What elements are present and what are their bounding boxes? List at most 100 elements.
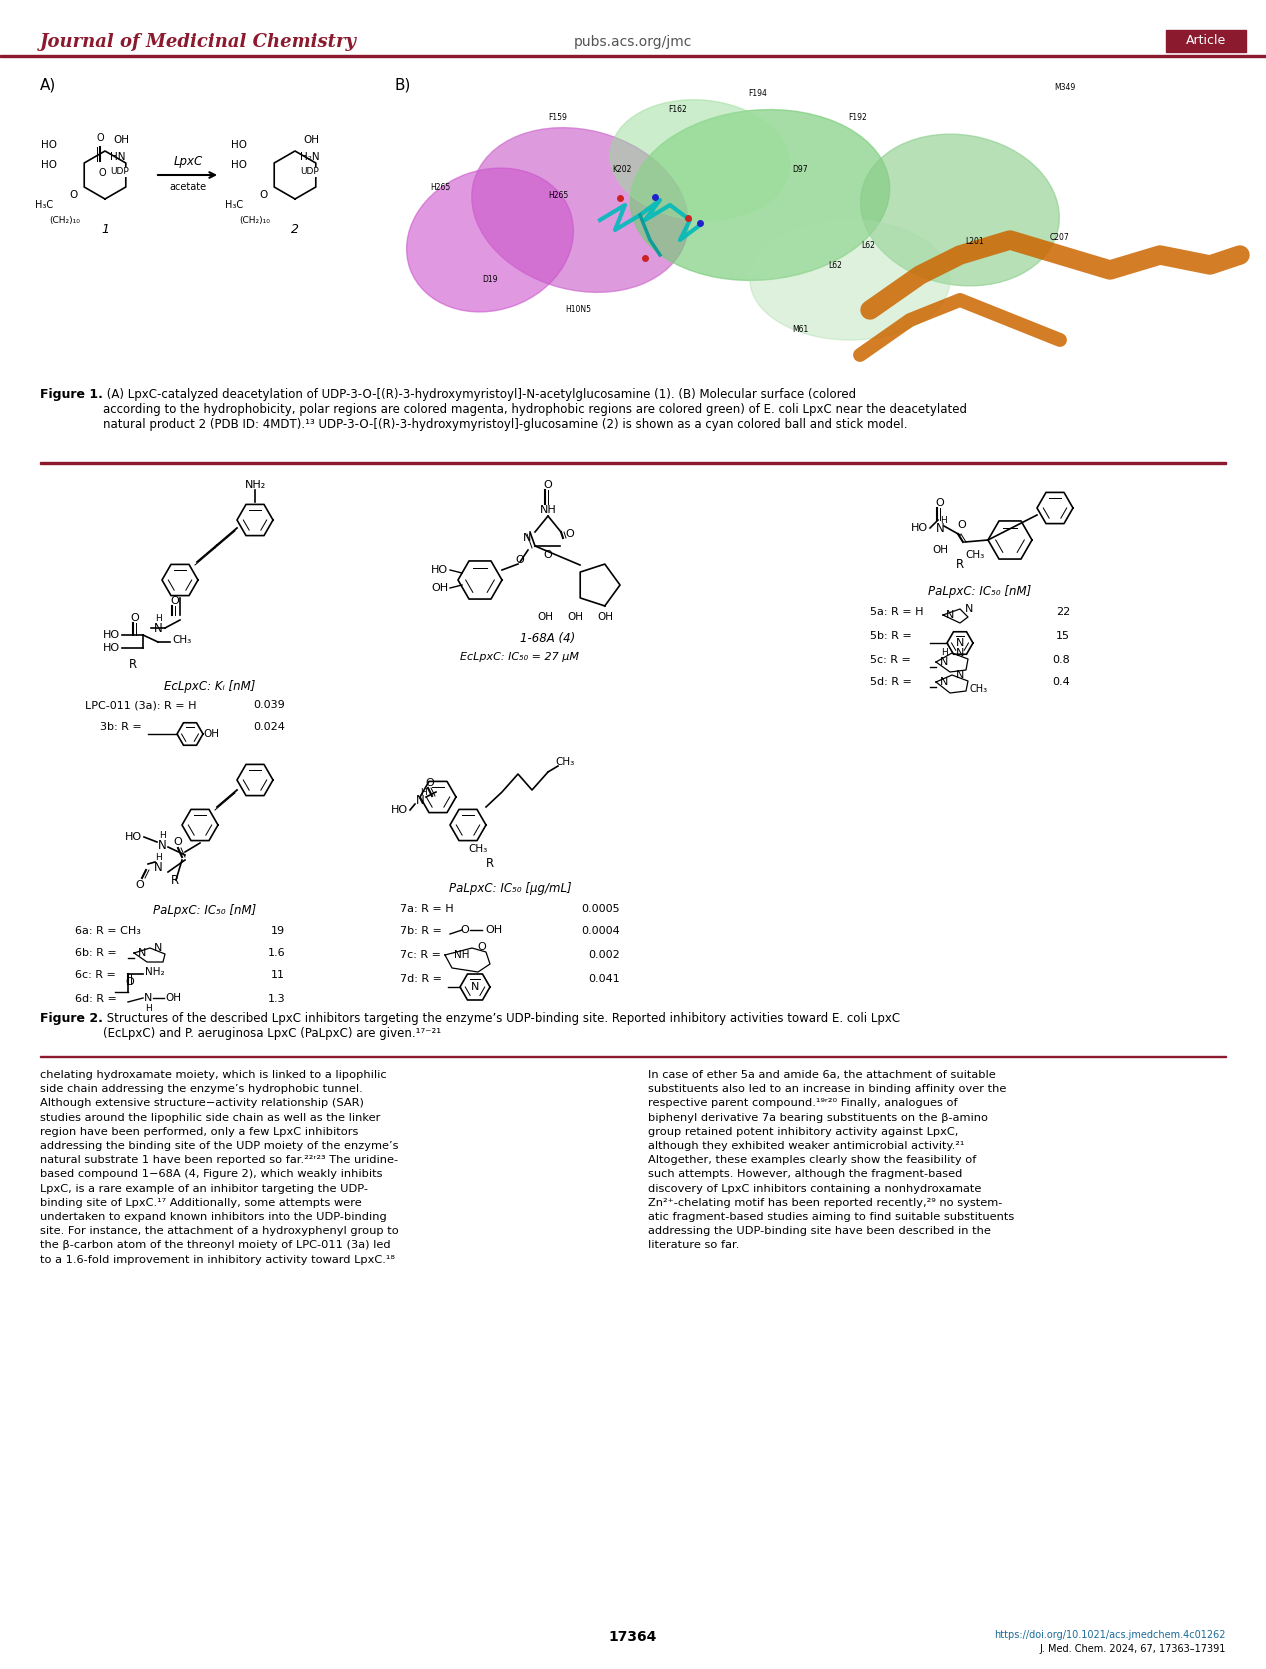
Text: O: O [258, 190, 267, 200]
Text: OH: OH [430, 582, 448, 592]
Text: 0.8: 0.8 [1052, 654, 1070, 664]
Text: 22: 22 [1056, 608, 1070, 618]
Text: discovery of LpxC inhibitors containing a nonhydroxamate: discovery of LpxC inhibitors containing … [648, 1183, 981, 1193]
Text: H: H [420, 788, 427, 796]
Text: binding site of LpxC.¹⁷ Additionally, some attempts were: binding site of LpxC.¹⁷ Additionally, so… [41, 1198, 362, 1208]
Text: side chain addressing the enzyme’s hydrophobic tunnel.: side chain addressing the enzyme’s hydro… [41, 1085, 363, 1095]
Text: acetate: acetate [170, 182, 206, 192]
Text: 1-68A (4): 1-68A (4) [520, 633, 576, 644]
Text: O: O [171, 596, 180, 606]
Text: R: R [956, 557, 965, 571]
Text: LpxC, is a rare example of an inhibitor targeting the UDP-: LpxC, is a rare example of an inhibitor … [41, 1183, 368, 1193]
Text: K202: K202 [613, 165, 632, 175]
Text: F194: F194 [748, 88, 767, 97]
Text: A): A) [41, 78, 56, 93]
Text: Although extensive structure−activity relationship (SAR): Although extensive structure−activity re… [41, 1098, 363, 1108]
Text: 0.039: 0.039 [253, 699, 285, 709]
Text: UDP: UDP [300, 167, 319, 177]
Text: M349: M349 [1055, 83, 1076, 92]
Text: 5d: R =: 5d: R = [870, 678, 915, 688]
Text: N: N [965, 604, 974, 614]
Text: OH: OH [537, 613, 553, 623]
Text: H: H [158, 831, 166, 840]
Bar [1166, 30, 1246, 52]
Text: H₃C: H₃C [225, 200, 243, 210]
Text: OH: OH [598, 613, 613, 623]
Text: 0.041: 0.041 [589, 975, 620, 985]
Text: H: H [154, 853, 161, 861]
Text: respective parent compound.¹⁹ʳ²⁰ Finally, analogues of: respective parent compound.¹⁹ʳ²⁰ Finally… [648, 1098, 957, 1108]
Text: OH: OH [303, 135, 319, 145]
Text: L201: L201 [966, 237, 984, 247]
Text: LPC-011 (3a): R = H: LPC-011 (3a): R = H [85, 699, 196, 709]
Text: N: N [936, 521, 944, 534]
Text: NH: NH [454, 950, 470, 960]
Text: 1.6: 1.6 [267, 948, 285, 958]
Text: Zn²⁺-chelating motif has been reported recently,²⁹ no system-: Zn²⁺-chelating motif has been reported r… [648, 1198, 1003, 1208]
Text: 6c: R =: 6c: R = [75, 970, 119, 980]
Text: O: O [461, 925, 470, 935]
Text: H: H [939, 516, 947, 524]
Text: EcLpxC: IC₅₀ = 27 μM: EcLpxC: IC₅₀ = 27 μM [460, 653, 579, 663]
Text: site. For instance, the attachment of a hydroxyphenyl group to: site. For instance, the attachment of a … [41, 1227, 399, 1237]
Text: Figure 1.: Figure 1. [41, 387, 103, 401]
Text: 0.002: 0.002 [589, 950, 620, 960]
Ellipse shape [406, 169, 573, 312]
Text: OH: OH [113, 135, 129, 145]
Text: OH: OH [485, 925, 503, 935]
Text: 5b: R =: 5b: R = [870, 631, 915, 641]
Text: O: O [173, 836, 182, 846]
Text: based compound 1−68A (4, Figure 2), which weakly inhibits: based compound 1−68A (4, Figure 2), whic… [41, 1170, 382, 1180]
Text: although they exhibited weaker antimicrobial activity.²¹: although they exhibited weaker antimicro… [648, 1142, 965, 1152]
Text: H10N5: H10N5 [565, 305, 591, 314]
Text: H₂N: H₂N [300, 152, 319, 162]
Text: N: N [153, 621, 162, 634]
Text: N: N [939, 658, 948, 668]
Text: OH: OH [165, 993, 181, 1003]
Ellipse shape [861, 134, 1060, 285]
Text: 15: 15 [1056, 631, 1070, 641]
Text: N: N [138, 948, 146, 958]
Text: H: H [941, 648, 947, 658]
Text: OH: OH [932, 546, 948, 556]
Text: O: O [425, 778, 434, 788]
Text: biphenyl derivative 7a bearing substituents on the β-amino: biphenyl derivative 7a bearing substitue… [648, 1113, 987, 1123]
Text: literature so far.: literature so far. [648, 1240, 739, 1250]
Text: F192: F192 [848, 113, 867, 122]
Text: 0.4: 0.4 [1052, 678, 1070, 688]
Text: the β-carbon atom of the threonyl moiety of LPC-011 (3a) led: the β-carbon atom of the threonyl moiety… [41, 1240, 391, 1250]
Text: 1.3: 1.3 [267, 995, 285, 1005]
Text: B): B) [395, 78, 411, 93]
Text: F159: F159 [548, 113, 567, 122]
Text: N: N [471, 981, 480, 991]
Ellipse shape [749, 220, 950, 340]
Text: HO: HO [230, 140, 247, 150]
Text: N: N [523, 532, 532, 542]
Text: HO: HO [391, 804, 408, 814]
Text: O: O [477, 941, 486, 951]
Text: D97: D97 [793, 165, 808, 175]
Text: pubs.acs.org/jmc: pubs.acs.org/jmc [573, 35, 693, 48]
Text: H: H [154, 614, 161, 623]
Text: O: O [543, 481, 552, 491]
Text: R: R [129, 658, 137, 671]
Text: HO: HO [430, 566, 448, 576]
Text: N: N [946, 609, 955, 619]
Text: (CH₂)₁₀: (CH₂)₁₀ [49, 215, 81, 225]
Text: studies around the lipophilic side chain as well as the linker: studies around the lipophilic side chain… [41, 1113, 380, 1123]
Text: 7d: R =: 7d: R = [400, 975, 446, 985]
Text: 1: 1 [101, 224, 109, 235]
Text: D19: D19 [482, 275, 498, 284]
Text: atic fragment-based studies aiming to find suitable substituents: atic fragment-based studies aiming to fi… [648, 1212, 1014, 1222]
Text: addressing the binding site of the UDP moiety of the enzyme’s: addressing the binding site of the UDP m… [41, 1142, 399, 1152]
Text: O: O [543, 551, 552, 561]
Text: CH₃: CH₃ [468, 845, 487, 855]
Text: PaLpxC: IC₅₀ [μg/mL]: PaLpxC: IC₅₀ [μg/mL] [448, 881, 571, 895]
Text: 0.024: 0.024 [253, 723, 285, 733]
Text: 6b: R =: 6b: R = [75, 948, 120, 958]
Text: O: O [96, 134, 104, 144]
Text: R: R [171, 873, 179, 886]
Text: N: N [415, 793, 424, 806]
Text: HO: HO [125, 833, 142, 841]
Text: O: O [565, 529, 573, 539]
